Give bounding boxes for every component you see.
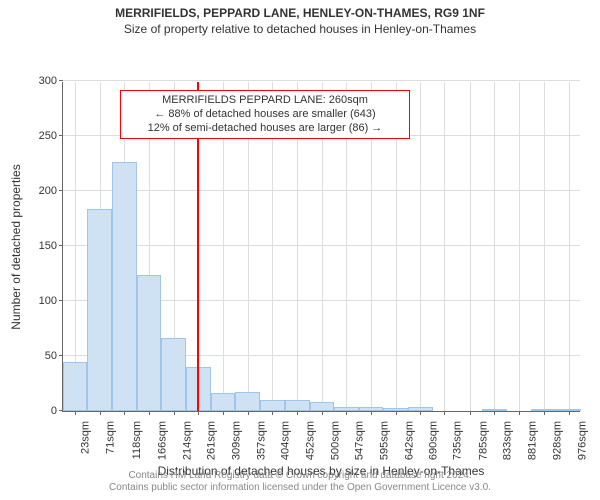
ytick-mark (59, 300, 63, 301)
xtick-mark (470, 411, 471, 415)
ytick-label: 150 (39, 240, 63, 252)
xtick-label: 976sqm (576, 421, 588, 460)
xtick-mark (75, 411, 76, 415)
xtick-label: 452sqm (305, 421, 317, 460)
histogram-bar (359, 407, 383, 411)
histogram-bar (137, 275, 162, 411)
histogram-bar (112, 162, 136, 411)
histogram-bar (63, 362, 87, 412)
histogram-bar (531, 409, 556, 411)
xtick-mark (149, 411, 150, 415)
ytick-label: 250 (39, 130, 63, 142)
xtick-mark (100, 411, 101, 415)
legend-line: MERRIFIELDS PEPPARD LANE: 260sqm (127, 94, 403, 108)
xtick-label: 547sqm (354, 421, 366, 460)
histogram-bar (285, 400, 310, 411)
xtick-mark (322, 411, 323, 415)
xtick-mark (248, 411, 249, 415)
xtick-mark (124, 411, 125, 415)
xtick-label: 214sqm (181, 421, 193, 460)
xtick-mark (174, 411, 175, 415)
ytick-label: 100 (39, 295, 63, 307)
chart-titles: MERRIFIELDS, PEPPARD LANE, HENLEY-ON-THA… (0, 0, 600, 36)
title-line-1: MERRIFIELDS, PEPPARD LANE, HENLEY-ON-THA… (0, 0, 600, 20)
xtick-mark (198, 411, 199, 415)
ytick-label: 0 (51, 405, 63, 417)
xtick-label: 23sqm (79, 421, 91, 454)
histogram-bar (482, 409, 507, 411)
xtick-label: 309sqm (231, 421, 243, 460)
gridline-v (494, 82, 495, 411)
xtick-mark (223, 411, 224, 415)
footer-line: Contains HM Land Registry data © Crown c… (0, 470, 600, 482)
xtick-label: 785sqm (477, 421, 489, 460)
xtick-label: 71sqm (104, 421, 116, 454)
histogram-bar (260, 400, 285, 411)
xtick-label: 500sqm (330, 421, 342, 460)
ytick-mark (59, 245, 63, 246)
legend-line: ← 88% of detached houses are smaller (64… (127, 108, 403, 122)
gridline-v (444, 82, 445, 411)
xtick-mark (544, 411, 545, 415)
y-axis-label: Number of detached properties (9, 164, 23, 329)
histogram-bar (334, 407, 359, 411)
histogram-bar (235, 392, 259, 411)
histogram-bar (556, 409, 581, 411)
xtick-label: 735sqm (451, 421, 463, 460)
footer-attribution: Contains HM Land Registry data © Crown c… (0, 470, 600, 494)
legend-line: 12% of semi-detached houses are larger (… (127, 122, 403, 136)
xtick-label: 404sqm (280, 421, 292, 460)
gridline-v (544, 82, 545, 411)
xtick-mark (444, 411, 445, 415)
xtick-label: 833sqm (502, 421, 514, 460)
histogram-bar (87, 209, 112, 411)
xtick-label: 690sqm (428, 421, 440, 460)
ytick-label: 50 (45, 350, 63, 362)
xtick-mark (297, 411, 298, 415)
gridline-v (569, 82, 570, 411)
histogram-bar (211, 393, 236, 411)
xtick-mark (346, 411, 347, 415)
footer-line: Contains public sector information licen… (0, 482, 600, 494)
xtick-label: 261sqm (206, 421, 218, 460)
histogram-bar (310, 402, 334, 411)
title-line-2: Size of property relative to detached ho… (0, 20, 600, 36)
histogram-bar (161, 338, 186, 411)
legend-box: MERRIFIELDS PEPPARD LANE: 260sqm← 88% of… (120, 90, 410, 139)
histogram-bar (408, 407, 433, 411)
xtick-mark (272, 411, 273, 415)
xtick-mark (519, 411, 520, 415)
xtick-label: 881sqm (527, 421, 539, 460)
gridline-v (470, 82, 471, 411)
xtick-label: 928sqm (551, 421, 563, 460)
xtick-mark (569, 411, 570, 415)
ytick-label: 200 (39, 185, 63, 197)
xtick-label: 166sqm (157, 421, 169, 460)
xtick-label: 357sqm (255, 421, 267, 460)
xtick-mark (420, 411, 421, 415)
ytick-mark (59, 355, 63, 356)
gridline-v (519, 82, 520, 411)
xtick-label: 642sqm (403, 421, 415, 460)
xtick-mark (396, 411, 397, 415)
xtick-label: 595sqm (379, 421, 391, 460)
ytick-mark (59, 135, 63, 136)
gridline-h (63, 80, 580, 81)
ytick-mark (59, 80, 63, 81)
xtick-mark (371, 411, 372, 415)
ytick-label: 300 (39, 75, 63, 87)
ytick-mark (59, 190, 63, 191)
xtick-mark (494, 411, 495, 415)
xtick-label: 118sqm (131, 421, 143, 459)
histogram-bar (383, 408, 408, 411)
gridline-v (420, 82, 421, 411)
